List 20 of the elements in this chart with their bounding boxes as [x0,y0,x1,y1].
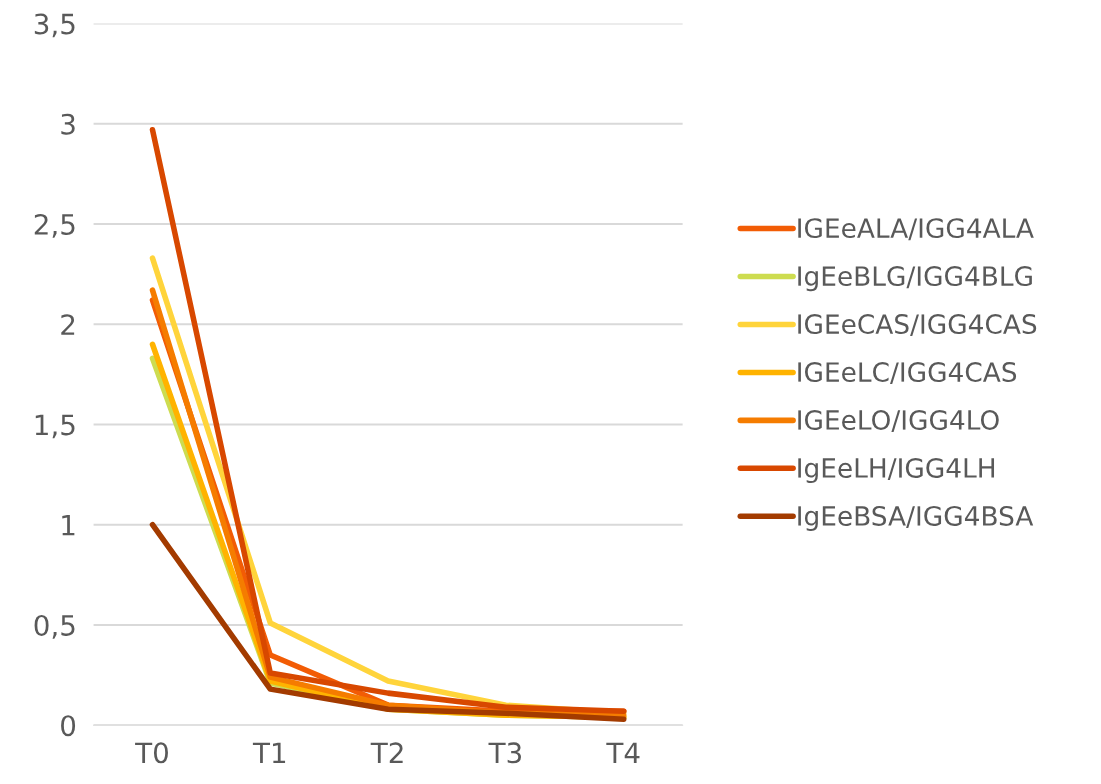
y-tick-label: 2,5 [34,213,75,238]
y-tick-label: 1 [62,515,75,536]
legend-label: IgEeBSA/IGG4BSA [798,505,1034,532]
legend-label: IgEeLH/IGG4LH [798,458,995,484]
x-tick-label: T2 [370,742,403,763]
y-tick-label: 2 [61,314,75,335]
x-tick-label: T4 [606,742,640,763]
x-tick-label: T0 [135,742,168,764]
legend-label: IGEeLC/IGG4CAS [798,362,1017,385]
y-tick-label: 3 [61,113,75,135]
legend-label: IGEeLO/IGG4LO [798,410,999,433]
y-tick-label: 3,5 [34,13,75,38]
legend-label: IgEeBLG/IGG4BLG [798,266,1032,292]
legend-label: IGEeCAS/IGG4CAS [798,314,1037,337]
x-tick-label: T3 [488,742,521,764]
legend-label: IGEeALA/IGG4ALA [798,218,1034,241]
x-tick-label: T1 [252,742,286,763]
y-tick-label: 0,5 [34,614,75,639]
y-tick-label: 1,5 [35,414,75,439]
y-tick-label: 0 [61,715,76,737]
